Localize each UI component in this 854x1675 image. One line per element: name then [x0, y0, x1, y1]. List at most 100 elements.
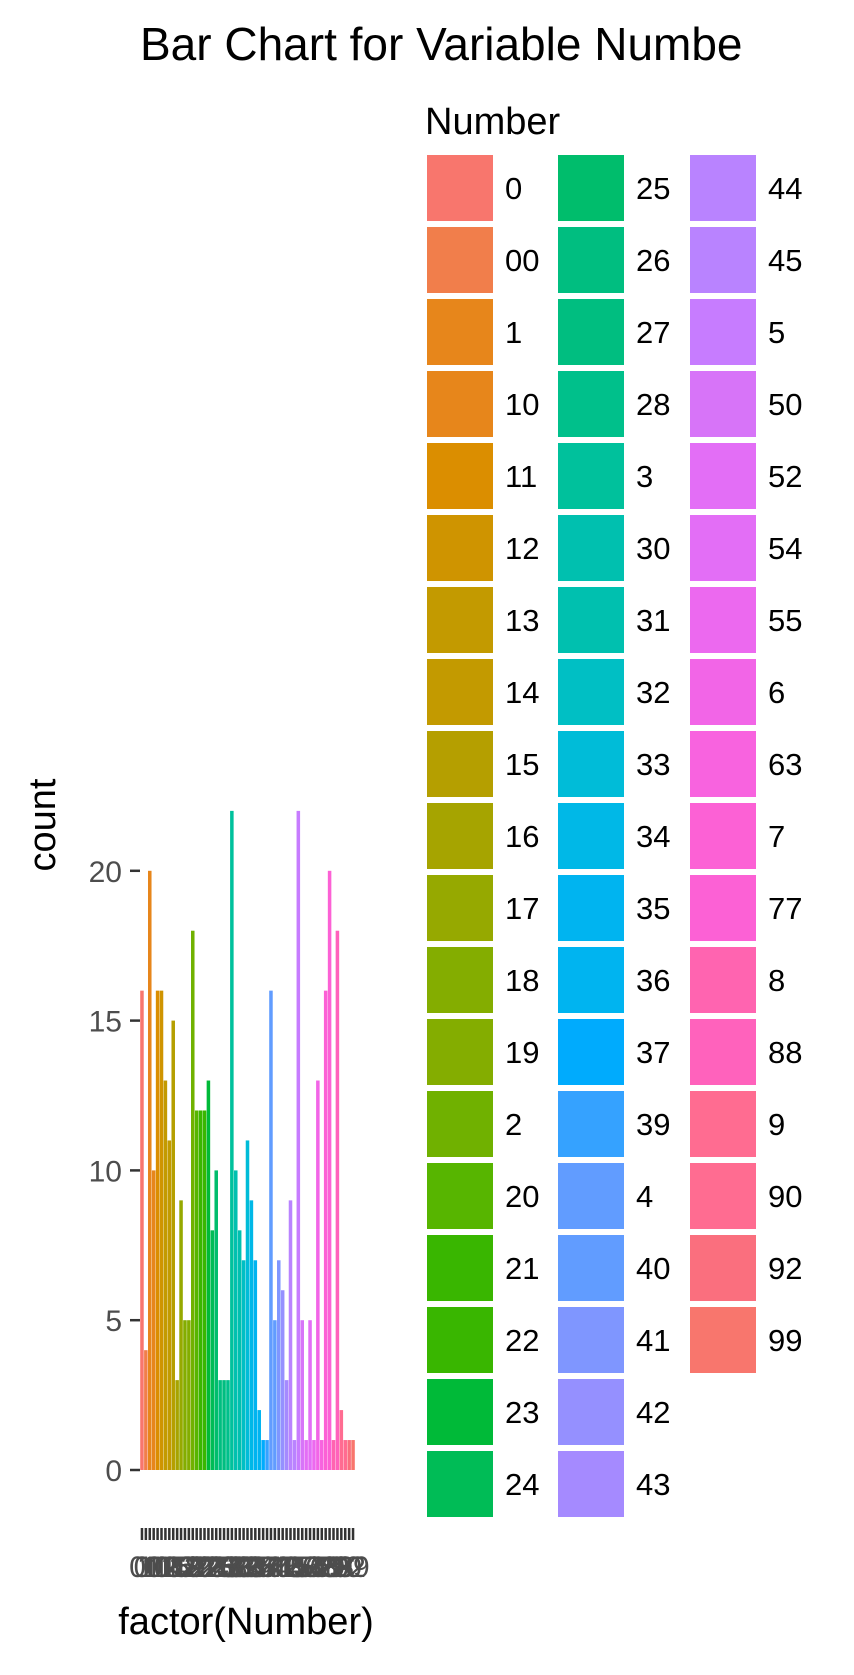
legend-label: 3 [636, 459, 653, 494]
legend-label: 6 [768, 675, 785, 710]
legend-key [427, 1451, 493, 1517]
x-tick-label: 88 [321, 1551, 354, 1584]
legend-label: 16 [505, 819, 539, 854]
x-tick-label: 52 [289, 1551, 322, 1584]
chart-title: Bar Chart for Variable Numbe [140, 18, 743, 70]
legend-label: 41 [636, 1323, 670, 1358]
legend-label: 19 [505, 1035, 539, 1070]
legend-key [558, 1235, 624, 1301]
bar [347, 1440, 351, 1470]
legend-key [427, 947, 493, 1013]
legend-key [558, 155, 624, 221]
legend-label: 37 [636, 1035, 670, 1070]
legend-key [558, 299, 624, 365]
bar [312, 1440, 316, 1470]
bar [159, 990, 164, 1470]
bar [253, 1260, 258, 1470]
x-tick-label: 50 [286, 1551, 319, 1584]
bar [222, 1380, 226, 1470]
bar [277, 1260, 281, 1470]
legend-key [690, 1235, 756, 1301]
legend-key [427, 803, 493, 869]
x-tick-label: 28 [211, 1551, 244, 1584]
x-tick-label: 45 [278, 1551, 311, 1584]
legend-key [427, 1091, 493, 1157]
bar [343, 1440, 347, 1470]
x-tick-label: 33 [231, 1551, 264, 1584]
y-tick-label: 0 [105, 1455, 122, 1488]
x-tick-label: 14 [153, 1551, 186, 1584]
legend-label: 88 [768, 1035, 802, 1070]
x-tick-label: 13 [149, 1551, 182, 1584]
y-tick-label: 10 [89, 1155, 122, 1188]
legend-label: 12 [505, 531, 539, 566]
legend-key [427, 659, 493, 725]
bar [257, 1410, 261, 1470]
bars-group [140, 810, 355, 1470]
x-tick-label: 39 [250, 1551, 283, 1584]
legend-key [427, 587, 493, 653]
legend-label: 35 [636, 891, 670, 926]
bar [241, 1260, 246, 1470]
legend-label: 4 [636, 1179, 653, 1214]
bar [292, 1440, 297, 1470]
bar [163, 1080, 168, 1470]
legend-label: 43 [636, 1467, 670, 1502]
bar [210, 1230, 215, 1470]
legend-label: 44 [768, 171, 802, 206]
x-tick-label: 25 [200, 1551, 233, 1584]
bar [323, 990, 328, 1470]
legend-key [558, 443, 624, 509]
x-tick-label: 40 [258, 1551, 291, 1584]
legend-key [558, 659, 624, 725]
bar [249, 1200, 254, 1470]
x-tick-label: 8 [325, 1551, 342, 1584]
bar [304, 1440, 308, 1470]
x-tick-label: 35 [239, 1551, 272, 1584]
bar [140, 990, 144, 1470]
legend-key [427, 1307, 493, 1373]
y-tick-label: 15 [89, 1006, 122, 1039]
x-tick-label: 4 [263, 1551, 280, 1584]
legend-label: 32 [636, 675, 670, 710]
bar [331, 1440, 336, 1470]
legend-key [558, 731, 624, 797]
bar [230, 810, 234, 1470]
x-tick-label: 2 [184, 1551, 201, 1584]
legend-label: 22 [505, 1323, 539, 1358]
legend-title: Number [425, 101, 560, 143]
legend-key [558, 1163, 624, 1229]
legend-label: 90 [768, 1179, 802, 1214]
bar [226, 1380, 230, 1470]
bar [175, 1380, 179, 1470]
y-tick-label: 20 [89, 856, 122, 889]
bar [284, 1380, 289, 1470]
x-tick-label: 41 [262, 1551, 295, 1584]
bar [218, 1380, 222, 1470]
x-tick-label: 54 [293, 1551, 326, 1584]
x-tick-label: 26 [203, 1551, 236, 1584]
x-tick-label: 23 [192, 1551, 225, 1584]
y-axis: 0 5 10 15 20 [89, 856, 140, 1488]
legend-label: 77 [768, 891, 802, 926]
legend-key [690, 371, 756, 437]
x-tick-label: 6 [310, 1551, 327, 1584]
bar [206, 1080, 211, 1470]
x-tick-label: 1 [141, 1551, 158, 1584]
x-tick-label: 34 [235, 1551, 268, 1584]
legend-key [690, 227, 756, 293]
legend-label: 34 [636, 819, 670, 854]
bar [151, 1170, 156, 1470]
x-tick-label: 11 [142, 1551, 173, 1584]
legend-label: 25 [636, 171, 670, 206]
bar [202, 1110, 207, 1470]
legend-label: 31 [636, 603, 670, 638]
legend-key [427, 1163, 493, 1229]
x-tick-label: 10 [137, 1551, 170, 1584]
x-tick-label: 37 [246, 1551, 279, 1584]
legend-label: 5 [768, 315, 785, 350]
legend-key [427, 299, 493, 365]
legend-key [558, 875, 624, 941]
legend-label: 40 [636, 1251, 670, 1286]
